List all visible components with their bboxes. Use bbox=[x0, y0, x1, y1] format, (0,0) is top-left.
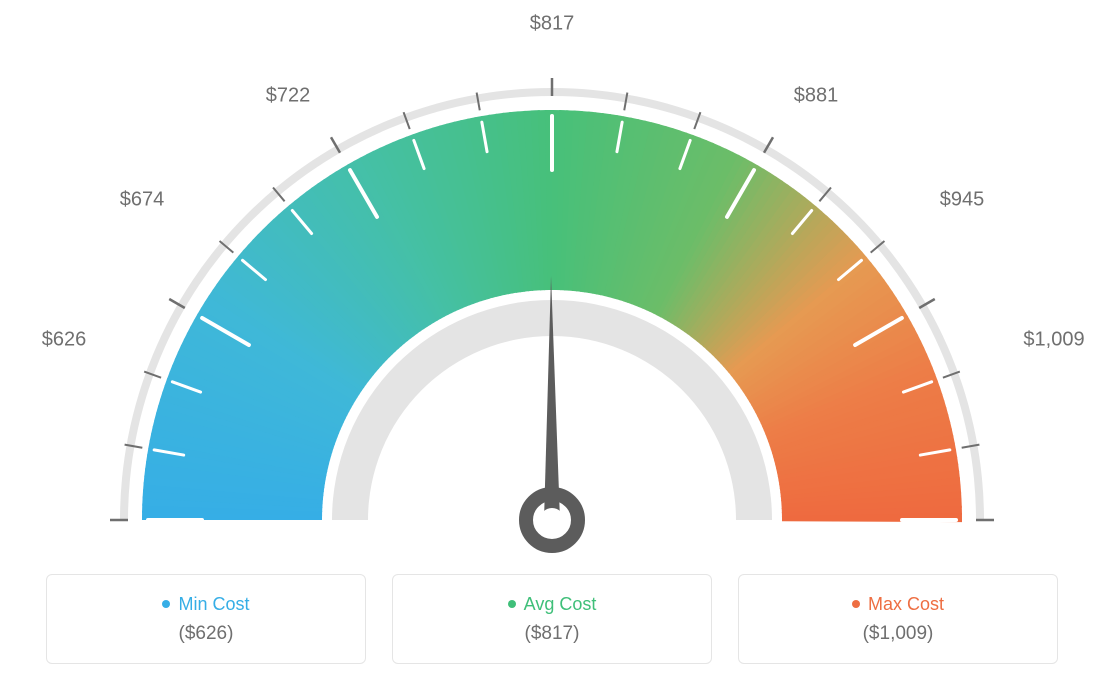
legend-value-min: ($626) bbox=[179, 623, 234, 645]
gauge-tick-label: $945 bbox=[940, 189, 985, 212]
legend-value-avg: ($817) bbox=[525, 623, 580, 645]
gauge-tick-label: $881 bbox=[794, 85, 839, 108]
legend-row: Min Cost ($626) Avg Cost ($817) Max Cost… bbox=[0, 574, 1104, 664]
cost-gauge: $626 $674 $722 $817 $881 $945 $1,009 bbox=[0, 0, 1104, 560]
gauge-svg bbox=[0, 30, 1104, 570]
gauge-tick-label: $674 bbox=[120, 189, 165, 212]
legend-card-avg: Avg Cost ($817) bbox=[392, 574, 712, 664]
gauge-tick-label: $626 bbox=[42, 329, 87, 352]
legend-dot-avg bbox=[508, 600, 516, 608]
legend-title-avg: Avg Cost bbox=[524, 594, 597, 615]
legend-value-max: ($1,009) bbox=[863, 623, 934, 645]
gauge-tick-label: $817 bbox=[530, 13, 575, 36]
legend-dot-min bbox=[162, 600, 170, 608]
legend-dot-max bbox=[852, 600, 860, 608]
legend-title-min: Min Cost bbox=[178, 594, 249, 615]
legend-title-max: Max Cost bbox=[868, 594, 944, 615]
legend-card-max: Max Cost ($1,009) bbox=[738, 574, 1058, 664]
gauge-tick-label: $1,009 bbox=[1023, 329, 1084, 352]
legend-card-min: Min Cost ($626) bbox=[46, 574, 366, 664]
gauge-tick-label: $722 bbox=[266, 85, 311, 108]
